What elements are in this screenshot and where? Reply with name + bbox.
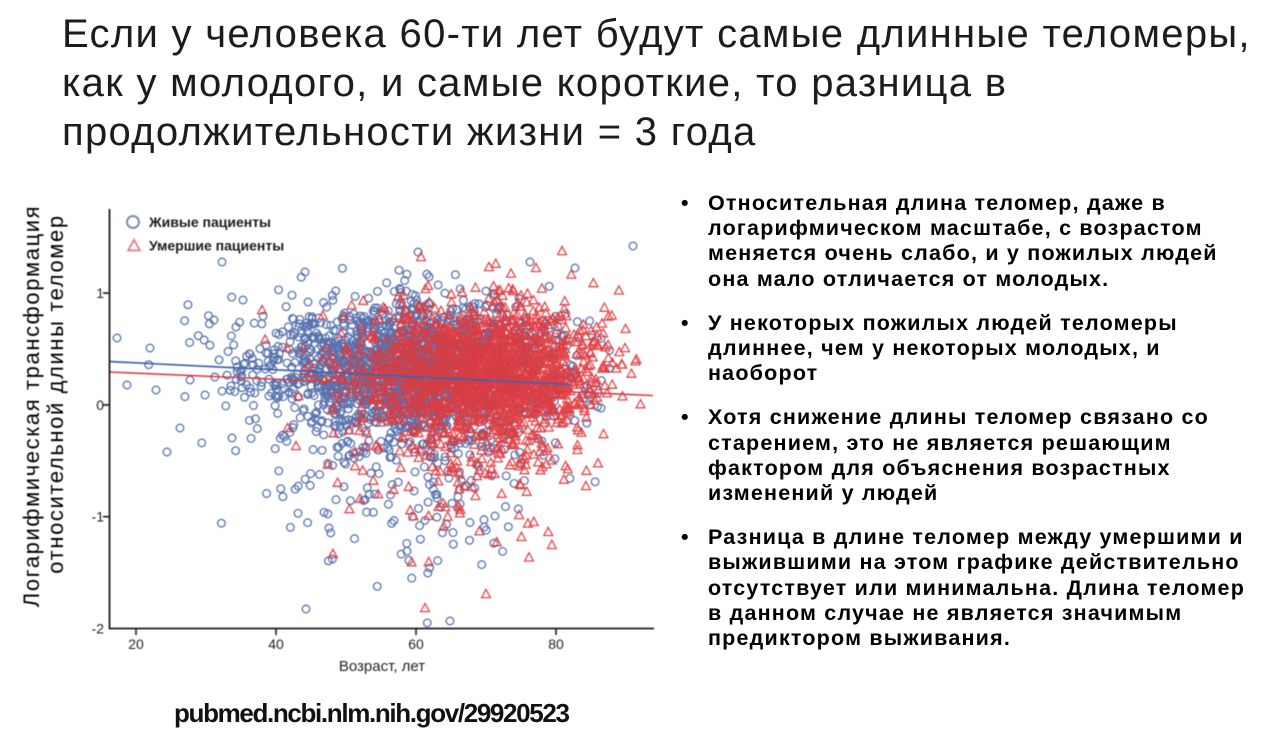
svg-text:-2: -2 (92, 621, 105, 637)
svg-text:Умершие пациенты: Умершие пациенты (149, 238, 284, 254)
svg-text:80: 80 (548, 636, 564, 652)
svg-text:Возраст, лет: Возраст, лет (339, 658, 425, 675)
svg-text:Живые пациенты: Живые пациенты (148, 214, 271, 230)
svg-text:0: 0 (96, 397, 104, 413)
svg-text:относительной длины теломер: относительной длины теломер (43, 214, 68, 573)
svg-text:Логарифмическая трансформация: Логарифмическая трансформация (19, 205, 44, 607)
svg-text:-1: -1 (92, 509, 105, 525)
svg-text:40: 40 (268, 636, 284, 652)
svg-text:1: 1 (96, 285, 104, 301)
svg-text:20: 20 (128, 636, 144, 652)
svg-text:60: 60 (408, 636, 424, 652)
